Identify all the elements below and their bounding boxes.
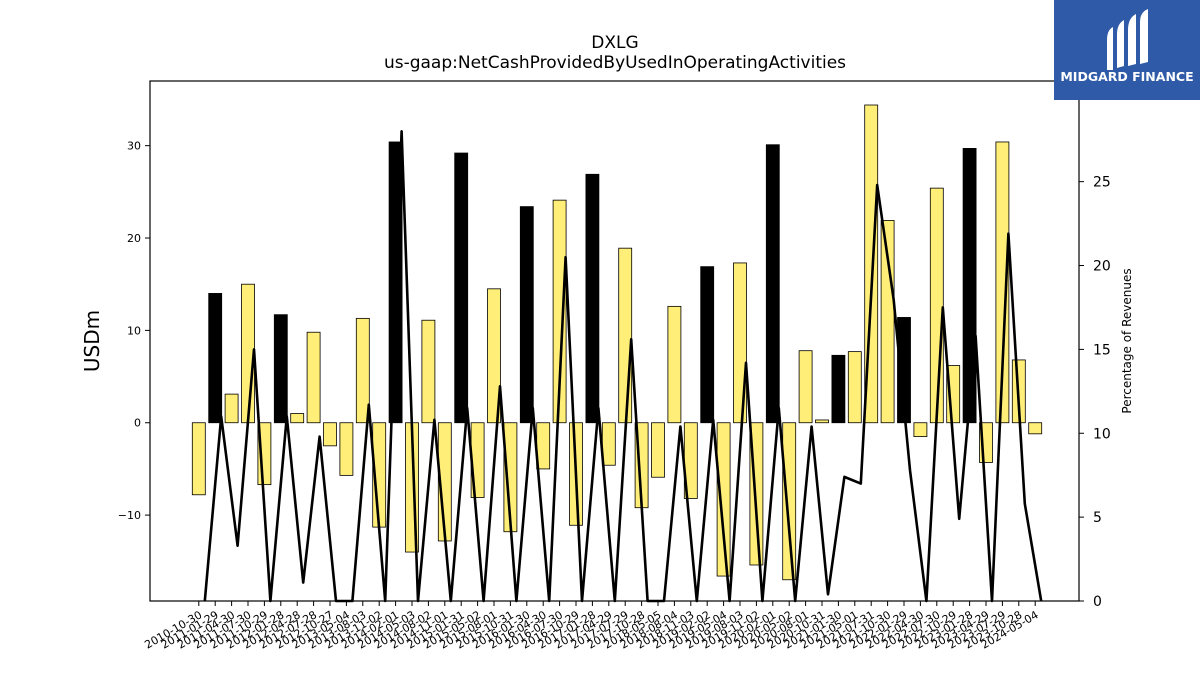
chart-title: DXLG [591, 33, 638, 53]
bar [847, 351, 862, 424]
x-axis: 2010-10-302011-01-292011-04-302011-07-30… [142, 601, 1041, 652]
y-tick-label-left: 20 [127, 232, 141, 245]
y-tick-label-right: 25 [1093, 175, 1111, 191]
y-tick-label-left: 30 [127, 140, 141, 153]
bar [191, 422, 206, 496]
bar [782, 422, 797, 581]
bar [290, 413, 305, 424]
y-tick-label-left: 10 [127, 324, 141, 337]
bar [897, 317, 911, 424]
bar [224, 393, 239, 424]
bar [1028, 422, 1043, 435]
bar [339, 422, 354, 476]
y-tick-label-right: 0 [1093, 594, 1102, 610]
y-tick-label-right: 5 [1093, 510, 1102, 526]
bar [454, 152, 469, 424]
bar [601, 422, 616, 466]
logo-mark-icon [1107, 9, 1148, 70]
bar [929, 187, 944, 424]
midgard-logo: MIDGARD FINANCE [1054, 0, 1200, 100]
y-axis-label-right: Percentage of Revenues [1120, 268, 1134, 413]
bar [815, 419, 829, 424]
bars-layer [191, 104, 1043, 581]
bar [733, 262, 747, 424]
plot-frame [149, 80, 1080, 602]
y-tick-label-left: −10 [118, 509, 141, 522]
bar [700, 266, 715, 424]
bar [798, 350, 813, 424]
bar [913, 422, 928, 437]
bar [519, 206, 534, 424]
bar [962, 148, 977, 424]
bar [306, 331, 321, 424]
logo-background [1054, 0, 1200, 100]
bar [585, 173, 600, 424]
bar [716, 422, 731, 577]
y-axis-label-left: USDm [80, 310, 104, 372]
bar [208, 293, 223, 424]
bar [667, 305, 682, 424]
bar [995, 141, 1010, 424]
y-tick-label-right: 10 [1093, 426, 1111, 442]
bar [618, 247, 633, 424]
y-axis-left: −10 0 10 20 30 [118, 140, 150, 522]
plot-area [149, 80, 1080, 603]
bar [487, 288, 501, 424]
bar [552, 199, 567, 424]
y-tick-label-right: 20 [1093, 259, 1111, 275]
bar [273, 314, 288, 424]
bar [421, 319, 436, 424]
y-tick-label-right: 15 [1093, 342, 1111, 358]
bar [765, 144, 780, 424]
y-axis-right: 0 5 10 15 20 25 [1079, 175, 1111, 610]
bar [831, 354, 846, 424]
y-tick-label-left: 0 [134, 417, 141, 430]
bar [355, 317, 370, 424]
logo-text: MIDGARD FINANCE [1060, 69, 1193, 84]
chart-subtitle: us-gaap:NetCashProvidedByUsedInOperating… [384, 53, 846, 73]
bar [651, 422, 665, 478]
bar [323, 422, 337, 447]
